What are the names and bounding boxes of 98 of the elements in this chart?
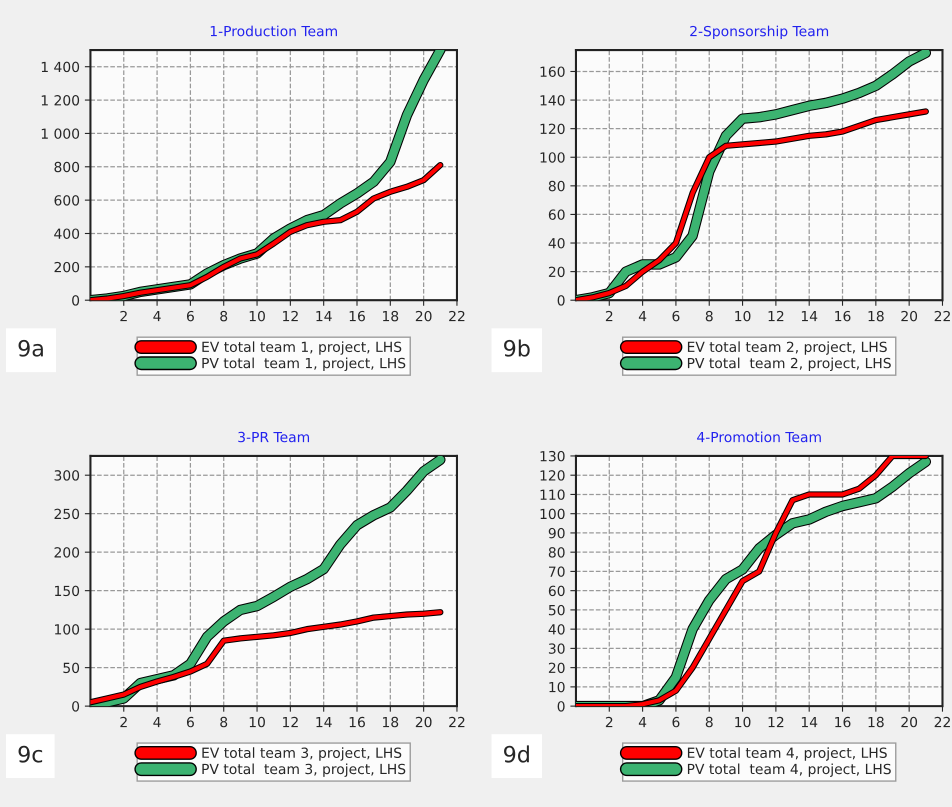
text: 9a <box>18 340 43 357</box>
x-tick-label: 20 <box>901 716 918 728</box>
y-tick-label: 1 000 <box>42 128 80 139</box>
y-tick-label: 90 <box>548 528 565 538</box>
x-tick-label: 16 <box>350 310 365 322</box>
x-tick-label: 2 <box>120 716 127 728</box>
y-tick-label: 40 <box>548 238 565 248</box>
y-tick-label: 130 <box>540 450 565 462</box>
y-tick-label: 0 <box>558 295 565 306</box>
x-tick-label: 22 <box>934 716 950 728</box>
x-tick-label: 8 <box>706 716 713 728</box>
y-tick-label: 100 <box>55 624 80 635</box>
x-tick-label: 18 <box>383 310 398 322</box>
y-tick-label: 200 <box>54 547 80 558</box>
x-tick-label: 10 <box>250 716 265 728</box>
y-tick-label: 100 <box>540 508 565 520</box>
chart-title: 2-Sponsorship Team <box>690 26 828 40</box>
x-tick-label: 2 <box>606 716 612 728</box>
y-tick-label: 250 <box>54 508 80 520</box>
x-tick-label: 18 <box>868 716 884 728</box>
y-tick-label: 10 <box>549 682 565 692</box>
x-tick-label: 10 <box>250 310 265 322</box>
x-tick-label: 6 <box>186 310 194 322</box>
x-tick-label: 14 <box>316 716 332 728</box>
x-tick-label: 4 <box>153 716 161 728</box>
legend-label: PV total team 1, project, LHS <box>202 358 406 371</box>
x-tick-label: 2 <box>606 310 612 322</box>
y-tick-label: 1 400 <box>42 62 80 72</box>
x-tick-label: 20 <box>416 310 432 322</box>
x-tick-label: 10 <box>735 716 750 728</box>
chart-title: 3-PR Team <box>238 432 310 442</box>
y-tick-label: 70 <box>549 566 565 577</box>
legend-label: PV total team 2, project, LHS <box>688 358 891 371</box>
y-tick-label: 60 <box>548 209 565 220</box>
x-tick-label: 2 <box>120 310 127 322</box>
legend-label: PV total team 4, project, LHS <box>688 763 891 777</box>
x-tick-label: 14 <box>802 311 818 322</box>
x-tick-label: 6 <box>186 716 194 728</box>
x-tick-label: 22 <box>449 310 464 322</box>
x-tick-label: 12 <box>283 310 298 322</box>
x-tick-label: 20 <box>901 310 918 322</box>
y-tick-label: 120 <box>540 470 565 481</box>
x-tick-label: 22 <box>449 716 464 728</box>
legend-label: EV total team 3, project, LHS <box>202 747 402 761</box>
y-tick-label: 0 <box>558 701 565 712</box>
y-tick-label: 0 <box>72 701 80 712</box>
y-tick-label: 300 <box>54 470 80 481</box>
x-tick-label: 22 <box>934 310 950 322</box>
y-tick-label: 120 <box>540 124 565 134</box>
x-tick-label: 4 <box>153 311 161 322</box>
y-tick-label: 60 <box>548 586 565 596</box>
x-tick-label: 14 <box>802 716 818 728</box>
x-tick-label: 18 <box>868 310 884 322</box>
x-tick-label: 4 <box>638 716 646 728</box>
legend-label: EV total team 1, project, LHS <box>202 341 402 355</box>
x-tick-label: 4 <box>638 311 646 322</box>
y-tick-label: 30 <box>548 643 565 654</box>
legend-label: EV total team 4, project, LHS <box>688 747 887 761</box>
y-tick-label: 1 200 <box>42 95 80 106</box>
y-tick-label: 80 <box>548 180 565 192</box>
y-tick-label: 20 <box>548 266 565 278</box>
x-tick-label: 12 <box>768 716 784 728</box>
legend-label: PV total team 3, project, LHS <box>202 763 406 777</box>
x-tick-label: 20 <box>416 716 432 728</box>
x-tick-label: 10 <box>735 310 750 322</box>
y-tick-label: 150 <box>55 586 80 596</box>
y-tick-label: 20 <box>548 662 565 674</box>
y-tick-label: 600 <box>54 195 80 206</box>
y-tick-label: 200 <box>54 262 80 272</box>
text: 9d <box>504 745 529 763</box>
text: 9b <box>504 339 530 357</box>
x-tick-label: 8 <box>706 310 713 322</box>
y-tick-label: 140 <box>540 95 565 106</box>
y-tick-label: 100 <box>540 152 565 163</box>
y-tick-label: 80 <box>548 547 565 558</box>
x-tick-label: 8 <box>220 716 228 728</box>
y-tick-label: 160 <box>540 66 565 77</box>
y-tick-label: 40 <box>548 624 565 635</box>
y-tick-label: 400 <box>54 228 80 239</box>
x-tick-label: 14 <box>316 311 332 322</box>
x-tick-label: 16 <box>835 310 850 322</box>
chart-title: 4-Promotion Team <box>697 432 821 442</box>
y-tick-label: 800 <box>54 162 80 172</box>
x-tick-label: 18 <box>383 716 398 728</box>
chart-title: 1-Production Team <box>210 26 337 36</box>
y-tick-label: 110 <box>540 489 565 500</box>
y-tick-label: 50 <box>63 662 80 674</box>
y-tick-label: 50 <box>548 604 565 616</box>
x-tick-label: 6 <box>672 310 680 322</box>
x-tick-label: 16 <box>835 716 850 728</box>
x-tick-label: 8 <box>220 310 228 322</box>
legend-label: EV total team 2, project, LHS <box>688 341 887 355</box>
x-tick-label: 12 <box>283 716 298 728</box>
x-tick-label: 12 <box>768 310 784 322</box>
y-tick-label: 0 <box>72 295 80 306</box>
x-tick-label: 6 <box>672 716 680 728</box>
text: 9c <box>18 746 42 763</box>
x-tick-label: 16 <box>350 716 365 728</box>
